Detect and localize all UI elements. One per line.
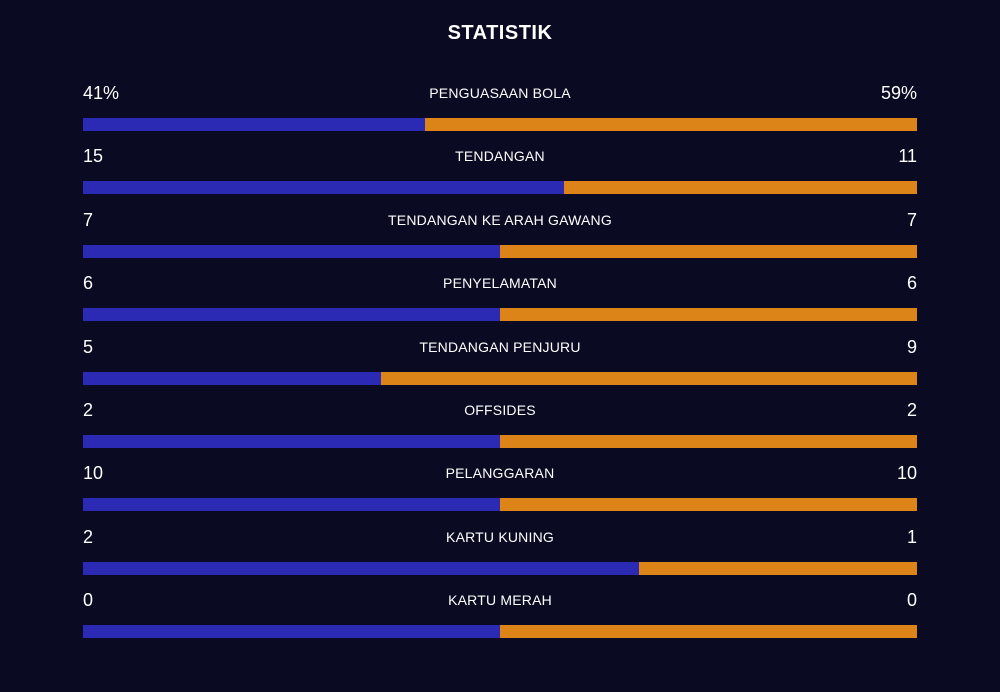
stat-label: PELANGGARAN: [445, 465, 555, 482]
stat-label: KARTU MERAH: [448, 592, 552, 609]
home-stat-value: 2: [83, 526, 94, 547]
stat-row: 2 KARTU KUNING 1: [83, 524, 917, 587]
stat-label: TENDANGAN PENJURU: [419, 338, 581, 355]
away-stat-value: 59%: [880, 83, 917, 103]
home-stat-value: 7: [83, 209, 94, 230]
home-bar-segment: [83, 244, 500, 258]
home-stat-value: 0: [83, 590, 94, 611]
stat-row: 2 OFFSIDES 2: [83, 397, 917, 460]
away-bar-segment: [500, 308, 917, 322]
panel-title: STATISTIK: [447, 22, 553, 44]
stat-label: KARTU KUNING: [446, 528, 554, 545]
comparison-bar: [83, 498, 917, 512]
home-stat-value: 6: [83, 273, 94, 294]
comparison-bar: [83, 181, 917, 195]
comparison-bar: [83, 434, 917, 448]
stat-row: 15 TENDANGAN 11: [83, 143, 917, 206]
comparison-bar: [83, 118, 917, 131]
away-stat-value: 10: [896, 463, 917, 484]
stat-label: TENDANGAN: [455, 148, 545, 165]
home-bar-segment: [83, 498, 500, 512]
home-stat-value: 10: [83, 463, 104, 484]
home-bar-segment: [83, 118, 425, 131]
stat-label: OFFSIDES: [464, 401, 536, 418]
away-stat-value: 6: [906, 273, 917, 294]
away-bar-segment: [500, 244, 917, 258]
away-bar-segment: [500, 434, 917, 448]
stat-row: 5 TENDANGAN PENJURU 9: [83, 334, 917, 397]
home-bar-segment: [83, 561, 639, 575]
comparison-bar: [83, 308, 917, 322]
away-stat-value: 7: [906, 209, 917, 230]
stat-label: PENGUASAAN BOLA: [429, 85, 571, 101]
away-bar-segment: [380, 371, 917, 385]
away-bar-segment: [564, 181, 917, 195]
home-bar-segment: [83, 181, 565, 195]
home-bar-segment: [83, 434, 500, 448]
stat-label: PENYELAMATAN: [443, 275, 557, 292]
comparison-bar: [83, 625, 917, 639]
away-stat-value: 0: [906, 590, 917, 611]
home-stat-value: 15: [83, 146, 104, 167]
home-stat-value: 2: [83, 399, 94, 420]
stat-row: 0 KARTU MERAH 0: [83, 587, 917, 650]
home-bar-segment: [83, 625, 500, 639]
away-stat-value: 9: [906, 336, 917, 357]
away-stat-value: 2: [906, 399, 917, 420]
home-stat-value: 41%: [83, 83, 120, 103]
away-stat-value: 1: [906, 526, 917, 547]
away-bar-segment: [500, 625, 917, 639]
stat-row: 7 TENDANGAN KE ARAH GAWANG 7: [83, 207, 917, 270]
comparison-bar: [83, 371, 917, 385]
comparison-bar: [83, 561, 917, 575]
stat-row: 6 PENYELAMATAN 6: [83, 270, 917, 333]
stat-row: 10 PELANGGARAN 10: [83, 460, 917, 523]
away-bar-segment: [500, 498, 917, 512]
stat-row: 41% PENGUASAAN BOLA 59%: [83, 80, 917, 143]
comparison-bar: [83, 244, 917, 258]
stat-label: TENDANGAN KE ARAH GAWANG: [388, 211, 612, 228]
home-bar-segment: [83, 308, 500, 322]
away-bar-segment: [424, 118, 917, 131]
home-bar-segment: [83, 371, 381, 385]
stats-list: 41% PENGUASAAN BOLA 59% 15 TENDANGAN 11 7 TENDA…: [83, 80, 917, 651]
home-stat-value: 5: [83, 336, 94, 357]
away-stat-value: 11: [898, 146, 917, 167]
away-bar-segment: [638, 561, 917, 575]
